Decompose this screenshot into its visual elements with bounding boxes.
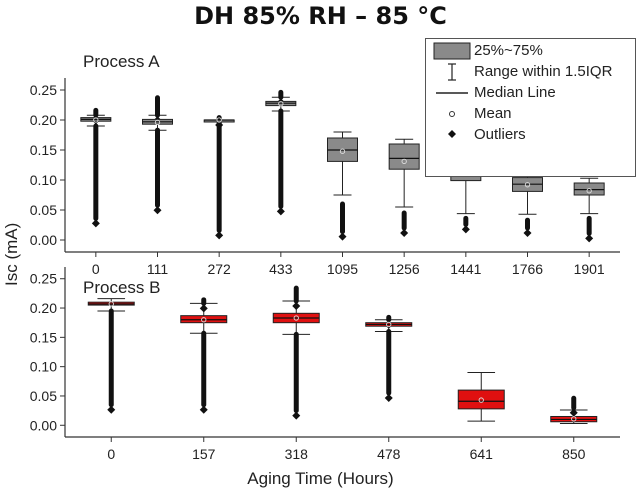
y-tick-label: 0.10 (30, 359, 57, 375)
x-axis-label: Aging Time (Hours) (247, 469, 394, 488)
mean-marker (571, 416, 577, 422)
box-0 (80, 107, 112, 228)
legend-label-median: Median Line (474, 84, 556, 101)
outliers-low-end (276, 207, 285, 216)
x-tick-label: 0 (92, 261, 100, 277)
outliers-high-end (569, 408, 578, 417)
mean-marker (478, 397, 484, 403)
panel-label-process-a: Process A (83, 52, 160, 71)
x-tick-label: 111 (147, 261, 168, 277)
mean-marker (201, 317, 207, 323)
x-tick-label: 1441 (450, 261, 481, 277)
box-850 (550, 395, 598, 425)
box-0 (87, 298, 135, 414)
box-1901 (573, 177, 605, 243)
y-tick-label: 0.20 (30, 112, 57, 128)
x-tick-label: 1256 (389, 261, 420, 277)
box-1766 (512, 170, 543, 237)
outliers-low-end (461, 225, 470, 234)
iqr-box (457, 389, 505, 410)
outliers-low-end (400, 229, 409, 237)
box-641 (457, 372, 505, 422)
outliers-low-end (199, 405, 208, 414)
legend-label-mean: Mean (474, 105, 512, 122)
outliers-low-end (153, 206, 162, 215)
y-tick-label: 0.05 (30, 388, 57, 404)
y-tick-label: 0.00 (30, 417, 57, 433)
outliers-low-end (91, 219, 100, 228)
x-tick-label: 272 (207, 261, 231, 277)
y-tick-label: 0.00 (30, 232, 57, 248)
legend-mean-symbol (449, 111, 455, 117)
outliers-high-end (199, 304, 208, 313)
legend-label-outliers: Outliers (474, 126, 526, 143)
x-tick-label: 850 (562, 446, 586, 462)
mean-marker (401, 158, 407, 165)
box-157 (180, 297, 228, 414)
mean-marker (586, 188, 592, 194)
y-tick-label: 0.20 (30, 300, 57, 316)
y-tick-label: 0.10 (30, 172, 57, 188)
x-tick-label: 0 (107, 446, 115, 462)
x-tick-label: 1901 (574, 261, 605, 277)
legend-range-symbol (448, 63, 456, 81)
outliers-low-end (523, 229, 532, 237)
mean-marker (154, 119, 161, 126)
box-1095 (327, 131, 358, 241)
mean-marker (386, 321, 392, 328)
box-318 (272, 285, 320, 420)
x-tick-label: 1766 (512, 261, 543, 277)
box-1256 (388, 138, 420, 237)
x-tick-label: 641 (470, 446, 494, 462)
panel-label-process-b: Process B (83, 278, 161, 297)
legend-label-box: 25%~75% (474, 42, 543, 59)
y-axis-label: Isc (mA) (2, 222, 21, 286)
box-433 (265, 89, 297, 216)
box-272 (203, 115, 235, 240)
outliers-low-end (107, 405, 116, 414)
outliers-high-end (215, 121, 224, 129)
box-111 (142, 95, 173, 215)
y-tick-label: 0.25 (30, 271, 57, 287)
outliers-high-end (292, 302, 301, 310)
outliers-low-end (338, 232, 347, 241)
outliers-low-end (585, 234, 594, 243)
x-tick-label: 157 (192, 446, 216, 462)
mean-marker (293, 315, 299, 321)
x-tick-label: 1095 (327, 261, 358, 277)
mean-marker (93, 117, 99, 123)
legend-outliers-symbol (448, 130, 456, 138)
x-tick-label: 433 (269, 261, 293, 277)
outliers-low-end (292, 411, 301, 420)
x-tick-label: 318 (285, 446, 309, 462)
y-tick-label: 0.05 (30, 202, 57, 218)
y-tick-label: 0.25 (30, 82, 57, 98)
panel-process-b: 0.00 0.05 0.10 0.15 0.20 0.25 0 157 318 478 641 850 (30, 267, 620, 462)
legend-box-swatch (433, 42, 471, 60)
mean-marker (339, 148, 346, 154)
legend-label-range: Range within 1.5IQR (474, 63, 613, 80)
outliers-low-end (384, 394, 393, 403)
box-478 (365, 314, 413, 403)
x-tick-label: 478 (377, 446, 401, 462)
outliers-low-end (215, 231, 224, 240)
mean-marker (108, 301, 114, 307)
legend: 25%~75% Range within 1.5IQR Median Line … (425, 38, 636, 177)
mean-marker (524, 182, 531, 188)
y-tick-label: 0.15 (30, 329, 57, 345)
mean-marker (216, 117, 222, 123)
iqr-box (388, 143, 420, 170)
mean-marker (278, 101, 284, 107)
y-tick-label: 0.15 (30, 142, 57, 158)
chart-title: DH 85% RH – 85 °C (194, 2, 447, 30)
legend-symbols (433, 42, 471, 138)
